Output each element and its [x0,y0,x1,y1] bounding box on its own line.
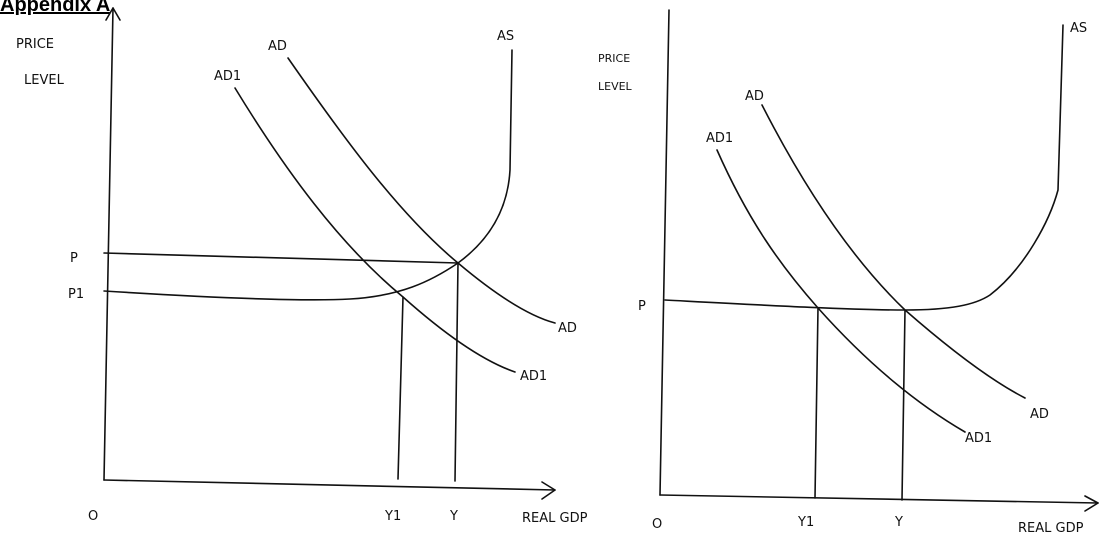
left-ad1-end-label: AD1 [520,369,547,384]
right-output-label-y: Y [894,515,903,530]
left-origin-label: O [88,509,98,524]
left-ad-top-label: AD [268,39,287,54]
right-as-label: AS [1070,21,1087,36]
right-ad-top-label: AD [745,89,764,104]
right-y-axis [659,9,670,496]
right-x-axis-label: REAL GDP [1018,521,1084,536]
left-output-label-y1: Y1 [384,509,401,524]
right-origin-label: O [652,517,662,532]
left-price-label-p: P [70,251,78,266]
left-y-line [454,262,459,482]
left-y-axis-label-line2: LEVEL [24,73,65,88]
left-ad1-curve [234,87,516,373]
right-ad1-top-label: AD1 [706,131,733,146]
right-y1-line [814,307,819,499]
left-x-axis [103,479,556,491]
left-price-label-p1: P1 [68,287,84,302]
left-y-axis-arrow [105,7,121,21]
left-diagram: PRICE LEVEL O REAL GDP P P1 Y1 Y AS AD A… [16,7,588,526]
right-y-axis-label-line2: LEVEL [598,80,633,93]
right-ad1-end-label: AD1 [965,431,992,446]
right-price-label-p: P [638,299,646,314]
left-x-axis-arrow [541,481,556,500]
right-y-line [901,309,906,501]
right-y-axis-label-line1: PRICE [598,52,630,65]
right-ad1-curve [716,149,966,433]
left-y-axis [103,7,114,481]
left-p-line [103,252,459,264]
right-diagram: PRICE LEVEL O REAL GDP P Y1 Y AS AD AD1 … [598,9,1099,536]
left-ad1-top-label: AD1 [214,69,241,84]
right-x-axis-arrow [1084,495,1099,512]
page-title: Appendix A [0,0,111,16]
left-y1-line [397,296,404,480]
right-ad-curve [761,104,1026,399]
left-ad-curve [287,57,556,324]
right-as-curve [664,24,1064,311]
right-output-label-y1: Y1 [797,515,814,530]
left-as-label: AS [497,29,514,44]
left-y-axis-label-line1: PRICE [16,37,54,52]
left-x-axis-label: REAL GDP [522,511,588,526]
left-output-label-y: Y [449,509,458,524]
right-ad-end-label: AD [1030,407,1049,422]
right-x-axis [659,494,1099,504]
left-ad-end-label: AD [558,321,577,336]
left-as-curve [103,49,513,301]
